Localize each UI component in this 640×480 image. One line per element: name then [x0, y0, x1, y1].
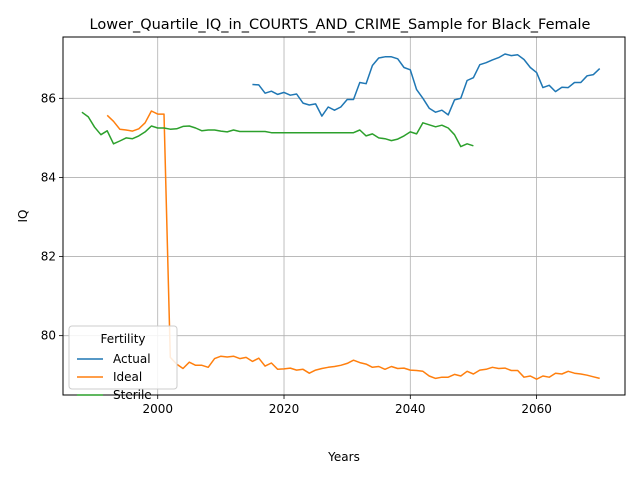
chart-title: Lower_Quartile_IQ_in_COURTS_AND_CRIME_Sa… [90, 17, 591, 33]
y-tick-label: 84 [41, 170, 56, 184]
x-axis-label: Years [327, 450, 360, 464]
y-tick-label: 80 [41, 329, 56, 343]
x-tick-label: 2060 [521, 402, 552, 416]
x-tick-label: 2040 [395, 402, 426, 416]
x-tick-label: 2020 [269, 402, 300, 416]
x-tick-label: 2000 [142, 402, 173, 416]
legend-box [68, 325, 178, 390]
legend-label-actual: Actual [113, 352, 151, 366]
legend: Fertility Actual Ideal Sterile [68, 325, 178, 402]
y-tick-label: 82 [41, 250, 56, 264]
plot-frame [62, 36, 626, 396]
legend-entries: Actual Ideal Sterile [77, 352, 152, 402]
y-axis-ticks: 80 82 84 86 [41, 91, 63, 343]
series-line-actual [252, 53, 601, 117]
legend-title: Fertility [100, 332, 145, 346]
y-axis-label: IQ [16, 210, 30, 223]
series-line-sterile [81, 111, 474, 148]
series-line-ideal [106, 110, 600, 380]
y-tick-label: 86 [41, 91, 56, 105]
x-axis-ticks: 2000 2020 2040 2060 [142, 395, 552, 416]
grid-lines [63, 37, 625, 395]
series-layer [81, 53, 601, 380]
legend-label-sterile: Sterile [113, 388, 152, 402]
legend-label-ideal: Ideal [113, 370, 142, 384]
